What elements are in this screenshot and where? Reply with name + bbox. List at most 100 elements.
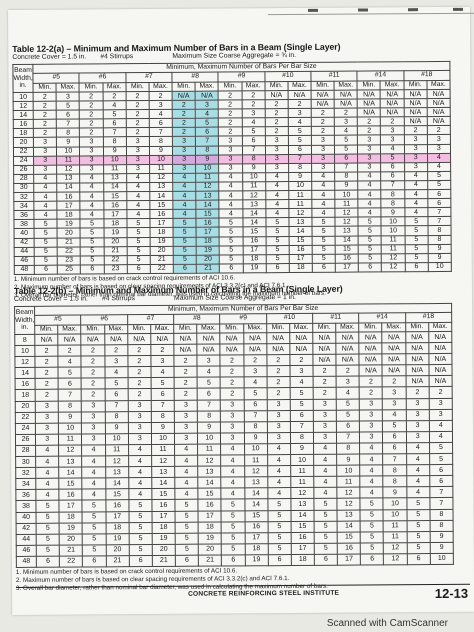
table-cell: 12 xyxy=(242,190,266,200)
table-cell: 8 xyxy=(381,198,405,209)
table-cell: N/A xyxy=(405,364,429,377)
table-cell: 20 xyxy=(57,228,81,238)
table-cell: 3 xyxy=(172,154,196,165)
table-cell: 3 xyxy=(357,144,381,154)
table-cell: N/A xyxy=(220,343,244,356)
table-cell: 3 xyxy=(172,145,196,156)
table-cell: 3 xyxy=(197,355,221,367)
table-cell: 4 xyxy=(358,208,382,218)
table-cell: 5 xyxy=(312,244,336,255)
table-cell: 2 xyxy=(33,119,57,129)
table-cell: 2 xyxy=(81,367,105,379)
table-cell: 2 xyxy=(313,376,337,388)
beam-width-cell: 12 xyxy=(13,101,34,111)
table-cell: 11 xyxy=(334,199,359,209)
beam-width-cell: 22 xyxy=(15,411,36,424)
table-cell: 4 xyxy=(219,190,243,201)
table-cell: N/A xyxy=(359,331,383,344)
table-cell: 3 xyxy=(243,365,267,378)
table-cell: 5 xyxy=(175,510,199,522)
table-cell: 2 xyxy=(266,376,290,389)
table-cell: 5 xyxy=(82,544,106,556)
table-cell: 19 xyxy=(152,533,176,545)
table-cell: N/A xyxy=(359,342,383,355)
table-cell: 2 xyxy=(218,109,242,119)
table-cell: 2 xyxy=(311,117,335,127)
table-cell: 4 xyxy=(33,192,58,202)
table-b-footnotes: 1. Minimum number of bars is based on cr… xyxy=(12,566,474,593)
table-cell: 20 xyxy=(59,533,83,545)
table-cell: N/A xyxy=(58,333,82,346)
table-cell: 4 xyxy=(80,182,104,193)
table-cell: N/A xyxy=(403,98,427,108)
min-header: Min. xyxy=(173,324,197,334)
table-cell: 10 xyxy=(334,190,359,200)
table-cell: 10 xyxy=(381,226,405,236)
table-cell: 21 xyxy=(196,263,220,274)
table-cell: 5 xyxy=(312,253,336,264)
table-cell: 7 xyxy=(429,497,453,510)
table-cell: 2 xyxy=(382,376,406,388)
table-cell: 4 xyxy=(267,443,291,455)
table-cell: 3 xyxy=(429,409,453,421)
table-cell: 6 xyxy=(427,189,451,199)
table-cell: 7 xyxy=(102,128,127,138)
beam-width-cell: 28 xyxy=(15,445,36,457)
table-cell: 4 xyxy=(265,172,289,182)
bar-size-header: #18 xyxy=(405,312,452,323)
table-cell: 8 xyxy=(290,432,314,444)
publisher-name: CONCRETE REINFORCING STEEL INSTITUTE xyxy=(188,589,340,598)
table-cell: 4 xyxy=(174,444,198,456)
table-cell: 5 xyxy=(150,377,175,389)
table-cell: 6 xyxy=(104,389,128,401)
table-cell: N/A xyxy=(380,98,404,109)
table-cell: 5 xyxy=(80,219,104,229)
table-cell: 15 xyxy=(335,244,359,254)
table-cell: 3 xyxy=(359,409,383,421)
table-cell: 5 xyxy=(360,498,384,510)
table-cell: 14 xyxy=(244,488,268,500)
table-cell: 5 xyxy=(360,542,384,554)
table-cell: 11 xyxy=(290,476,314,488)
table-cell: N/A xyxy=(405,353,429,366)
table-b-cover: Concrete Cover = 1.5 in. xyxy=(13,295,88,303)
bar-size-header: #6 xyxy=(81,314,128,325)
table-cell: 2 xyxy=(81,378,105,390)
beam-width-cell: 28 xyxy=(13,174,34,184)
table-cell: 14 xyxy=(149,191,173,201)
table-cell: 17 xyxy=(105,511,129,523)
table-cell: 4 xyxy=(358,199,382,209)
table-cell: 3 xyxy=(357,135,381,145)
table-cell: 11 xyxy=(197,443,221,456)
table-cell: 8 xyxy=(427,234,452,245)
table-cell: 14 xyxy=(58,467,83,479)
table-cell: 10 xyxy=(149,155,173,165)
table-cell: 4 xyxy=(358,189,382,200)
table-cell: 9 xyxy=(56,137,80,147)
table-cell: 6 xyxy=(82,555,106,567)
table-cell: 3 xyxy=(266,410,291,422)
table-cell: 5 xyxy=(34,246,58,257)
table-cell: N/A xyxy=(173,333,198,345)
table-cell: 3 xyxy=(406,420,430,432)
table-cell: 3 xyxy=(33,146,57,156)
table-cell: 3 xyxy=(267,421,291,433)
table-cell: 14 xyxy=(151,477,175,489)
table-cell: 3 xyxy=(126,146,150,156)
beam-width-cell: 10 xyxy=(13,92,34,102)
table-cell: 4 xyxy=(33,183,58,193)
table-cell: 11 xyxy=(288,190,312,200)
table-cell: 2 xyxy=(359,376,383,388)
max-header: Max. xyxy=(335,323,360,333)
table-cell: N/A xyxy=(289,332,313,344)
table-cell: 5 xyxy=(128,511,152,523)
table-cell: 12 xyxy=(381,253,405,263)
table-cell: 8 xyxy=(381,189,405,200)
table-cell: 4 xyxy=(128,488,152,501)
table-cell: 2 xyxy=(220,366,244,378)
table-cell: 10 xyxy=(197,432,221,445)
table-cell: 5 xyxy=(128,544,153,556)
beam-width-cell: 22 xyxy=(13,146,34,157)
table-cell: 2 xyxy=(58,345,82,357)
table-cell: 18 xyxy=(196,236,220,246)
